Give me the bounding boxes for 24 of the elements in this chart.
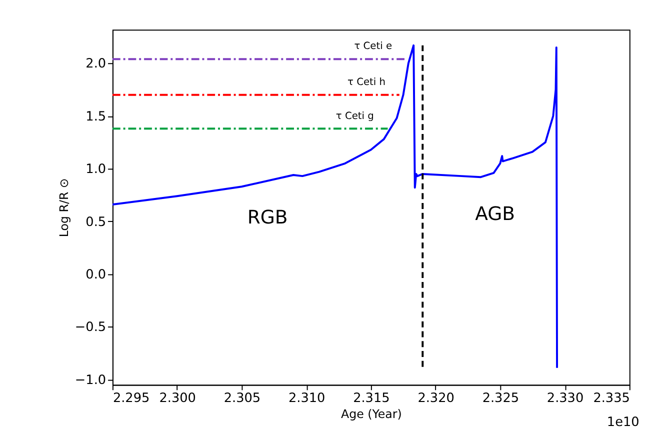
series-label: τ Ceti e	[354, 41, 392, 52]
text: 1e10	[606, 415, 640, 430]
y-axis-title: Log R/R ⊙	[57, 178, 72, 238]
y-tick-label: 1.5	[86, 109, 106, 124]
x-tick-label: 2.335	[593, 390, 630, 406]
x-tick-label: 2.300	[159, 390, 196, 406]
x-tick-label: 2.305	[224, 390, 261, 406]
annotation: RGB	[247, 208, 288, 229]
y-tick-label: 0.0	[86, 268, 106, 283]
x-tick-label: 2.295	[112, 390, 150, 406]
x-tick-label: 2.325	[482, 390, 520, 406]
x-axis-title: Age (Year)	[340, 406, 402, 421]
y-tick-label: 0.5	[86, 214, 106, 230]
y-tick-label: −0.5	[74, 320, 106, 336]
y-tick-label: 2.0	[86, 56, 106, 72]
series-label: τ Ceti h	[348, 77, 386, 88]
x-tick-label: 2.320	[418, 390, 454, 406]
annotation: AGB	[475, 204, 515, 226]
y-tick-label: −1.0	[74, 372, 106, 388]
x-tick-label: 2.310	[288, 390, 326, 406]
y-tick-label: 1.0	[86, 162, 106, 178]
x-tick-label: 2.315	[353, 390, 390, 406]
x-tick-label: 2.330	[546, 390, 584, 406]
series-label: τ Ceti g	[336, 110, 374, 122]
